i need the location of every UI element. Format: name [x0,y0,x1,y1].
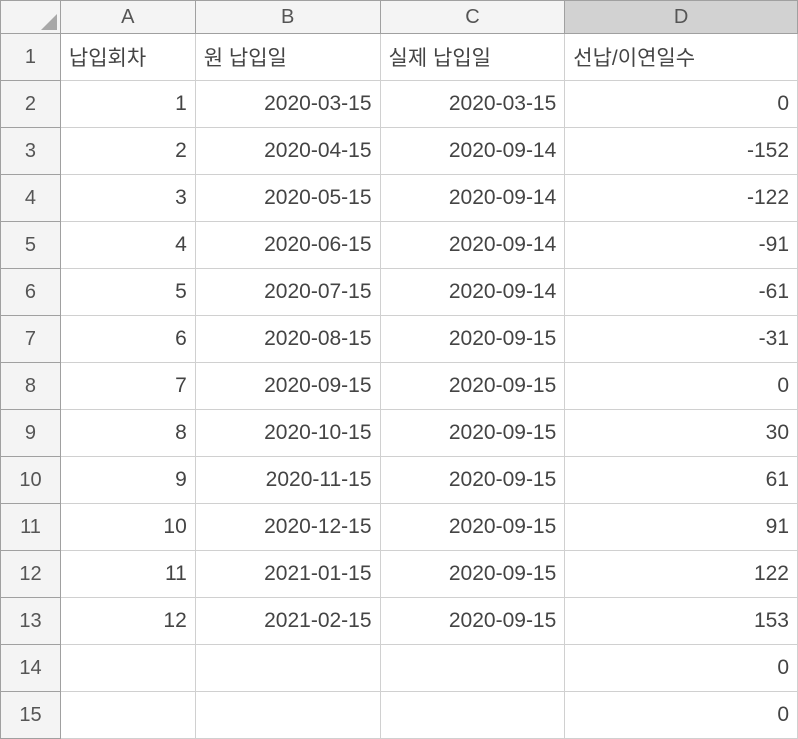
cell-B7[interactable]: 2020-08-15 [195,316,380,363]
cell-A7[interactable]: 6 [60,316,195,363]
cell-B12[interactable]: 2021-01-15 [195,551,380,598]
cell-A8[interactable]: 7 [60,363,195,410]
cell-B13[interactable]: 2021-02-15 [195,598,380,645]
row-header-5[interactable]: 5 [1,222,61,269]
cell-B10[interactable]: 2020-11-15 [195,457,380,504]
cell-B15[interactable] [195,692,380,739]
table-row: 5 4 2020-06-15 2020-09-14 -91 [1,222,798,269]
cell-B8[interactable]: 2020-09-15 [195,363,380,410]
cell-A14[interactable] [60,645,195,692]
select-all-triangle-icon [41,14,57,30]
cell-D11[interactable]: 91 [565,504,798,551]
row-header-12[interactable]: 12 [1,551,61,598]
cell-D5[interactable]: -91 [565,222,798,269]
table-row: 4 3 2020-05-15 2020-09-14 -122 [1,175,798,222]
row-header-10[interactable]: 10 [1,457,61,504]
table-row: 13 12 2021-02-15 2020-09-15 153 [1,598,798,645]
cell-D12[interactable]: 122 [565,551,798,598]
row-header-6[interactable]: 6 [1,269,61,316]
cell-B3[interactable]: 2020-04-15 [195,128,380,175]
cell-A3[interactable]: 2 [60,128,195,175]
cell-D1[interactable]: 선납/이연일수 [565,34,798,81]
row-header-7[interactable]: 7 [1,316,61,363]
cell-A15[interactable] [60,692,195,739]
row-header-13[interactable]: 13 [1,598,61,645]
spreadsheet-grid: A B C D 1 납입회차 원 납입일 실제 납입일 선납/이연일수 2 1 … [0,0,798,739]
cell-A9[interactable]: 8 [60,410,195,457]
cell-D13[interactable]: 153 [565,598,798,645]
cell-D2[interactable]: 0 [565,81,798,128]
row-header-2[interactable]: 2 [1,81,61,128]
cell-D14[interactable]: 0 [565,645,798,692]
cell-A5[interactable]: 4 [60,222,195,269]
cell-B1[interactable]: 원 납입일 [195,34,380,81]
row-header-14[interactable]: 14 [1,645,61,692]
table-row: 8 7 2020-09-15 2020-09-15 0 [1,363,798,410]
row-header-3[interactable]: 3 [1,128,61,175]
table-row: 3 2 2020-04-15 2020-09-14 -152 [1,128,798,175]
cell-C15[interactable] [380,692,565,739]
cell-C8[interactable]: 2020-09-15 [380,363,565,410]
cell-C11[interactable]: 2020-09-15 [380,504,565,551]
cell-D8[interactable]: 0 [565,363,798,410]
cell-A6[interactable]: 5 [60,269,195,316]
table-row: 1 납입회차 원 납입일 실제 납입일 선납/이연일수 [1,34,798,81]
row-header-4[interactable]: 4 [1,175,61,222]
cell-B2[interactable]: 2020-03-15 [195,81,380,128]
col-header-A[interactable]: A [60,1,195,34]
cell-A11[interactable]: 10 [60,504,195,551]
cell-C3[interactable]: 2020-09-14 [380,128,565,175]
cell-D3[interactable]: -152 [565,128,798,175]
cell-C9[interactable]: 2020-09-15 [380,410,565,457]
cell-A12[interactable]: 11 [60,551,195,598]
col-header-D[interactable]: D [565,1,798,34]
row-header-11[interactable]: 11 [1,504,61,551]
cell-C5[interactable]: 2020-09-14 [380,222,565,269]
cell-A13[interactable]: 12 [60,598,195,645]
cell-D10[interactable]: 61 [565,457,798,504]
cell-B14[interactable] [195,645,380,692]
table-row: 10 9 2020-11-15 2020-09-15 61 [1,457,798,504]
row-header-15[interactable]: 15 [1,692,61,739]
table-row: 14 0 [1,645,798,692]
cell-A2[interactable]: 1 [60,81,195,128]
table-row: 9 8 2020-10-15 2020-09-15 30 [1,410,798,457]
col-header-C[interactable]: C [380,1,565,34]
cell-B5[interactable]: 2020-06-15 [195,222,380,269]
cell-C7[interactable]: 2020-09-15 [380,316,565,363]
cell-A1[interactable]: 납입회차 [60,34,195,81]
cell-C13[interactable]: 2020-09-15 [380,598,565,645]
cell-C6[interactable]: 2020-09-14 [380,269,565,316]
cell-D6[interactable]: -61 [565,269,798,316]
cell-B9[interactable]: 2020-10-15 [195,410,380,457]
row-header-9[interactable]: 9 [1,410,61,457]
cell-C2[interactable]: 2020-03-15 [380,81,565,128]
cell-C4[interactable]: 2020-09-14 [380,175,565,222]
table-row: 6 5 2020-07-15 2020-09-14 -61 [1,269,798,316]
cell-A4[interactable]: 3 [60,175,195,222]
cell-D4[interactable]: -122 [565,175,798,222]
cell-B6[interactable]: 2020-07-15 [195,269,380,316]
cell-D9[interactable]: 30 [565,410,798,457]
table-row: 7 6 2020-08-15 2020-09-15 -31 [1,316,798,363]
cell-D15[interactable]: 0 [565,692,798,739]
row-header-1[interactable]: 1 [1,34,61,81]
cell-B11[interactable]: 2020-12-15 [195,504,380,551]
table-row: 12 11 2021-01-15 2020-09-15 122 [1,551,798,598]
cell-A10[interactable]: 9 [60,457,195,504]
select-all-corner[interactable] [1,1,61,34]
cell-C1[interactable]: 실제 납입일 [380,34,565,81]
column-header-row: A B C D [1,1,798,34]
cell-C12[interactable]: 2020-09-15 [380,551,565,598]
cell-C14[interactable] [380,645,565,692]
table-row: 11 10 2020-12-15 2020-09-15 91 [1,504,798,551]
cell-B4[interactable]: 2020-05-15 [195,175,380,222]
table-row: 15 0 [1,692,798,739]
row-header-8[interactable]: 8 [1,363,61,410]
col-header-B[interactable]: B [195,1,380,34]
cell-C10[interactable]: 2020-09-15 [380,457,565,504]
cell-D7[interactable]: -31 [565,316,798,363]
table-row: 2 1 2020-03-15 2020-03-15 0 [1,81,798,128]
